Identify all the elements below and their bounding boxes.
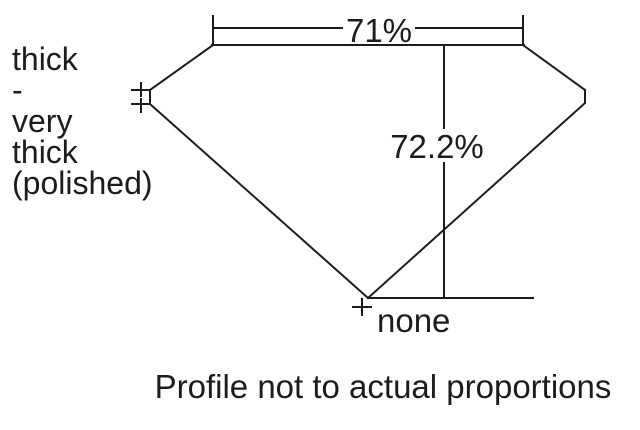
- girdle-thickness-line-2: -: [12, 72, 23, 108]
- table-percentage-label: 71%: [345, 12, 413, 49]
- girdle-thickness-line-5: (polished): [12, 165, 153, 201]
- pavilion-left-edge: [148, 102, 370, 300]
- girdle-thickness-line-4: thick: [12, 134, 78, 170]
- crown-right-edge: [521, 43, 587, 92]
- depth-percentage-label: 72.2%: [390, 128, 484, 165]
- culet-size-label: none: [377, 302, 451, 339]
- girdle-thickness-line-3: very: [12, 103, 73, 139]
- girdle-thickness-line-1: thick: [12, 41, 78, 77]
- girdle-thickness-label: thick - very thick (polished): [12, 41, 153, 201]
- crown-left-edge: [148, 43, 215, 92]
- pavilion-right-edge: [366, 101, 587, 300]
- caption-text: Profile not to actual proportions: [154, 368, 612, 405]
